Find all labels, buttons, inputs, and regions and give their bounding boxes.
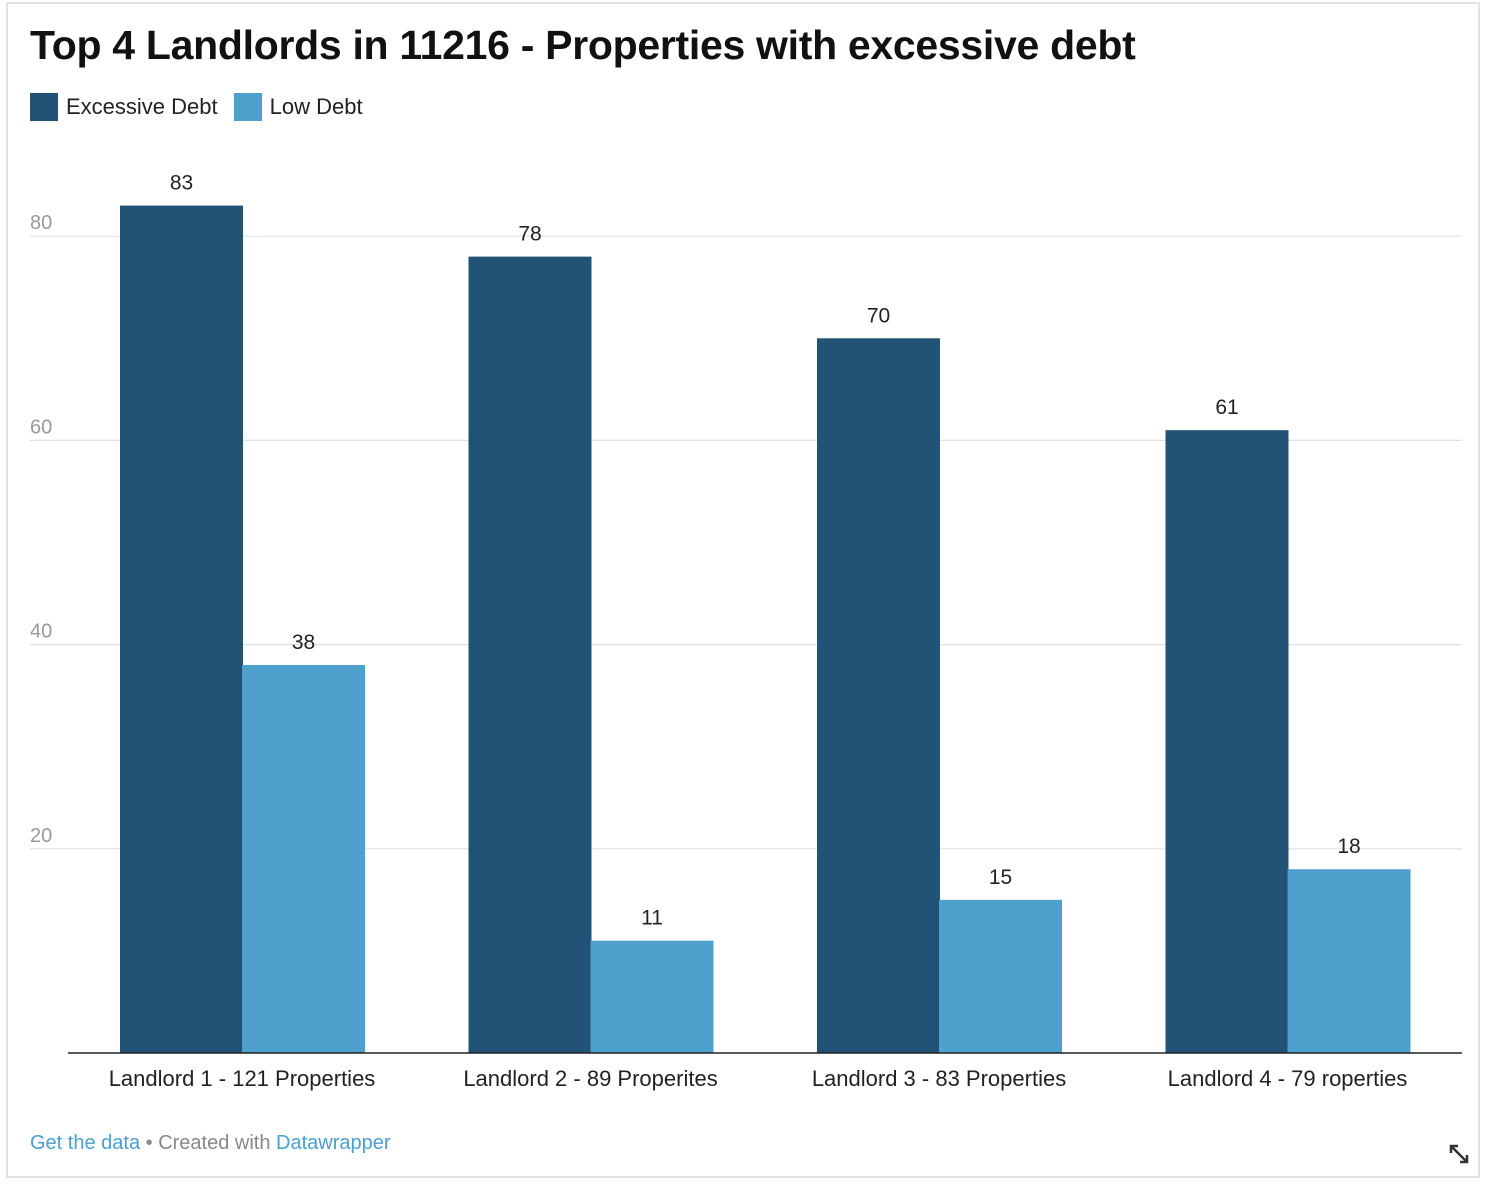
- bar-low-debt-4: [1287, 869, 1411, 1053]
- get-the-data-link[interactable]: Get the data: [30, 1132, 141, 1154]
- footer-separator-text: • Created with: [140, 1132, 277, 1154]
- y-tick-label-40: 40: [30, 621, 52, 643]
- datawrapper-link[interactable]: Datawrapper: [276, 1132, 391, 1154]
- data-label-excessive-debt-4: 61: [1215, 396, 1238, 419]
- bar-low-debt-2: [590, 940, 714, 1053]
- x-category-label-3: Landlord 3 - 83 Properties: [812, 1066, 1066, 1091]
- data-label-low-debt-2: 11: [641, 907, 663, 930]
- bar-excessive-debt-4: [1165, 430, 1289, 1053]
- bar-low-debt-3: [939, 899, 1062, 1053]
- bar-excessive-debt-3: [817, 338, 940, 1053]
- data-label-excessive-debt-1: 83: [170, 172, 193, 195]
- chart-footer: Get the data • Created with Datawrapper: [30, 1132, 391, 1155]
- bar-excessive-debt-2: [468, 256, 592, 1053]
- legend-swatch-low-debt: [233, 93, 262, 121]
- bar-excessive-debt-1: [120, 205, 243, 1053]
- x-category-label-2: Landlord 2 - 89 Properites: [463, 1066, 717, 1091]
- data-label-low-debt-4: 18: [1337, 835, 1360, 858]
- y-tick-label-80: 80: [30, 212, 52, 234]
- data-label-low-debt-1: 38: [292, 631, 315, 654]
- x-category-label-1: Landlord 1 - 121 Properties: [109, 1066, 376, 1091]
- legend-label-excessive-debt: Excessive Debt: [66, 94, 218, 119]
- chart-legend: Excessive Debt Low Debt: [30, 93, 379, 121]
- bar-low-debt-1: [242, 665, 365, 1053]
- data-label-excessive-debt-3: 70: [867, 304, 890, 327]
- resize-arrow-icon[interactable]: [1447, 1142, 1471, 1166]
- data-label-low-debt-3: 15: [989, 866, 1012, 889]
- y-tick-label-60: 60: [30, 416, 52, 438]
- x-category-label-4: Landlord 4 - 79 roperties: [1168, 1066, 1408, 1091]
- data-label-excessive-debt-2: 78: [518, 223, 541, 246]
- legend-item-excessive-debt: Excessive Debt: [30, 93, 218, 121]
- chart-title: Top 4 Landlords in 11216 - Properties wi…: [30, 22, 1136, 68]
- legend-label-low-debt: Low Debt: [269, 94, 363, 119]
- legend-swatch-excessive-debt: [30, 93, 58, 121]
- legend-item-low-debt: Low Debt: [233, 93, 363, 121]
- y-tick-label-20: 20: [30, 825, 52, 847]
